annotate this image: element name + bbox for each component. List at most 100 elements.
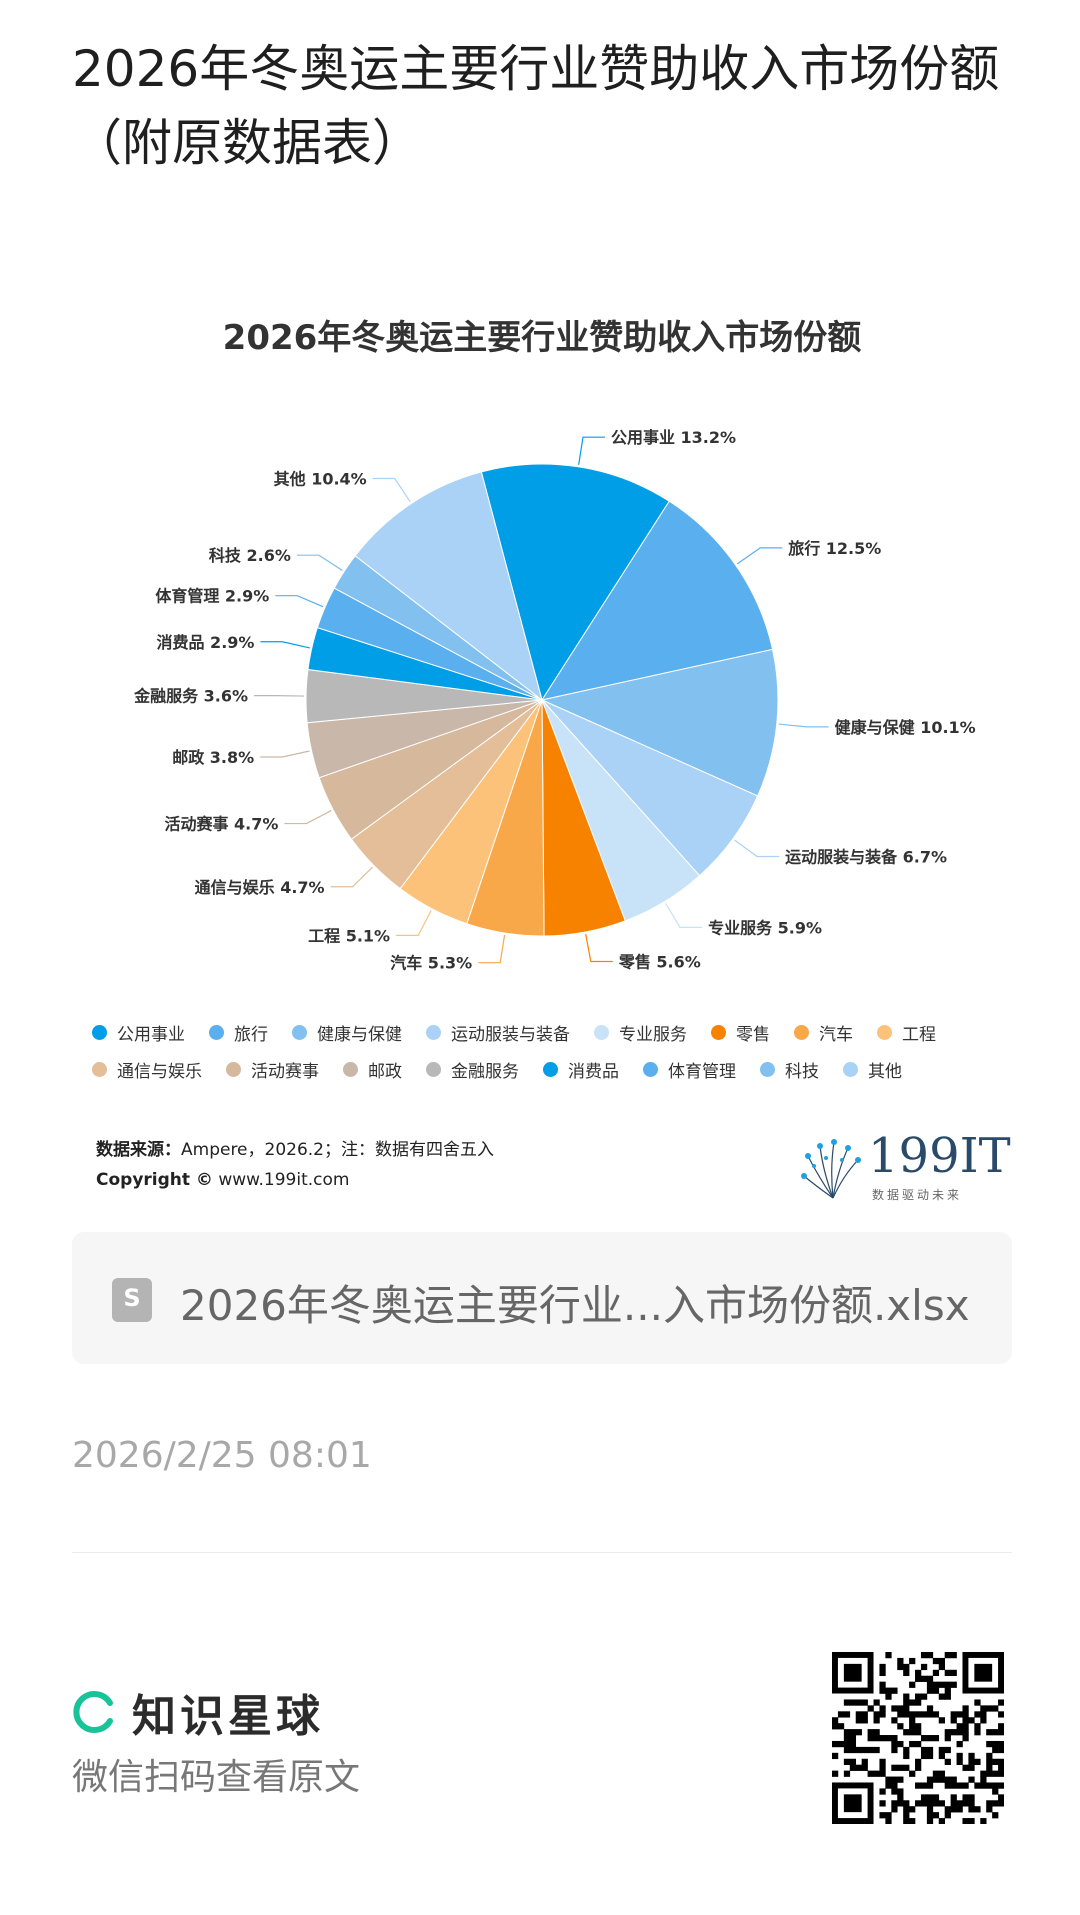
data-label: 汽车 5.3% [390,954,472,973]
legend-item: 其他 [843,1057,902,1082]
legend-item: 运动服装与装备 [426,1020,570,1045]
leader-line [736,547,783,565]
legend-swatch [543,1062,558,1077]
legend-label: 零售 [736,1025,770,1045]
attachment-file-name[interactable]: 2026年冬奥运主要行业...入市场份额.xlsx [180,1281,970,1330]
attachment-card[interactable]: S 2026年冬奥运主要行业...入市场份额.xlsx [72,1232,1012,1364]
legend-item: 公用事业 [92,1020,185,1045]
leader-line [578,436,605,465]
leader-line [478,934,506,964]
brand-logo-text: 199IT [868,1128,1011,1184]
chart-legend: 公用事业 旅行 健康与保健 运动服装与装备 专业服务 零售 汽车 工程通信与娱乐 活动赛事 邮政 金… [92,1020,1012,1082]
data-label: 健康与保健 10.1% [835,718,976,737]
leader-line [396,910,432,936]
legend-swatch [92,1025,107,1040]
legend-item: 金融服务 [426,1057,519,1082]
data-label: 体育管理 2.9% [155,587,269,606]
legend-label: 其他 [868,1062,902,1082]
legend-swatch [594,1025,609,1040]
planet-brand: 知识星球 [72,1680,324,1744]
legend-label: 汽车 [819,1025,853,1045]
source-text: Ampere，2026.2；注：数据有四舍五入 [181,1140,494,1160]
chart-card: 2026年冬奥运主要行业赞助收入市场份额 公用事业 13.2% 旅行 12.5% 健… [72,290,1012,1220]
copyright-url[interactable]: www.199it.com [218,1170,350,1190]
data-label: 零售 5.6% [618,952,701,971]
data-label: 公用事业 13.2% [611,428,736,447]
legend-item: 工程 [877,1020,936,1045]
legend-item: 体育管理 [643,1057,736,1082]
legend-swatch [92,1062,107,1077]
divider [72,1552,1012,1553]
leader-line [296,554,343,571]
legend-swatch [760,1062,775,1077]
legend-swatch [343,1062,358,1077]
data-label: 旅行 12.5% [788,539,881,558]
legend-label: 金融服务 [451,1062,519,1082]
legend-item: 旅行 [209,1020,268,1045]
legend-label: 专业服务 [619,1025,687,1045]
leader-line [734,839,780,858]
data-label: 消费品 2.9% [156,633,254,652]
legend-swatch [643,1062,658,1077]
legend-swatch [794,1025,809,1040]
legend-swatch [426,1025,441,1040]
leader-line [778,723,829,728]
legend-label: 通信与娱乐 [117,1062,202,1082]
legend-item: 消费品 [543,1057,619,1082]
spreadsheet-file-icon: S [112,1278,152,1322]
legend-swatch [209,1025,224,1040]
qr-code-icon[interactable] [832,1652,1004,1824]
legend-item: 零售 [711,1020,770,1045]
pie-slice [354,471,543,702]
pie-chart: 公用事业 13.2% 旅行 12.5% 健康与保健 10.1% 运动服装与装备 6.7… [133,428,976,973]
source-label: 数据来源： [96,1140,181,1160]
legend-swatch [843,1062,858,1077]
planet-label: 知识星球 [132,1691,324,1742]
chart-title: 2026年冬奥运主要行业赞助收入市场份额 [222,318,862,358]
post-timestamp: 2026/2/25 08:01 [72,1435,372,1476]
pie-slice [540,500,774,701]
data-label: 活动赛事 4.7% [164,815,278,834]
leader-line [260,641,310,649]
legend-item: 健康与保健 [292,1020,402,1045]
pie-slice [480,463,670,702]
data-label: 工程 5.1% [308,926,390,945]
legend-swatch [711,1025,726,1040]
legend-item: 科技 [760,1057,819,1082]
dandelion-logo-icon [801,1139,861,1199]
data-label: 邮政 3.8% [172,748,254,767]
legend-swatch [877,1025,892,1040]
legend-label: 科技 [785,1062,819,1082]
legend-label: 活动赛事 [251,1062,319,1082]
leader-line [260,750,310,758]
copyright-label: Copyright © [96,1170,213,1190]
legend-label: 健康与保健 [317,1025,402,1045]
data-label: 其他 10.4% [274,469,367,488]
pie-slice [540,648,779,797]
data-label: 运动服装与装备 6.7% [785,848,947,867]
legend-item: 邮政 [343,1057,402,1082]
legend-item: 汽车 [794,1020,853,1045]
legend-label: 旅行 [234,1025,268,1045]
wechat-hint: 微信扫码查看原文 [72,1757,361,1798]
legend-label: 体育管理 [668,1062,736,1082]
legend-swatch [292,1025,307,1040]
data-label: 专业服务 5.9% [708,918,822,937]
brand-tagline: 数据驱动未来 [872,1188,963,1202]
legend-item: 专业服务 [594,1020,687,1045]
legend-label: 邮政 [368,1062,402,1082]
leader-line [585,933,613,963]
legend-label: 消费品 [568,1062,619,1082]
leader-line [665,903,703,928]
data-label: 科技 2.6% [209,546,291,565]
source-note: 数据来源：Ampere，2026.2；注：数据有四舍五入 Copyright ©… [96,1135,494,1195]
legend-item: 活动赛事 [226,1057,319,1082]
legend-item: 通信与娱乐 [92,1057,202,1082]
planet-logo-icon [73,1691,113,1733]
brand-logo: 199IT 数据驱动未来 [798,1128,1011,1208]
legend-swatch [426,1062,441,1077]
leader-line [284,810,332,825]
legend-label: 工程 [902,1025,936,1045]
data-label: 通信与娱乐 4.7% [195,878,325,897]
leader-line [372,477,411,503]
